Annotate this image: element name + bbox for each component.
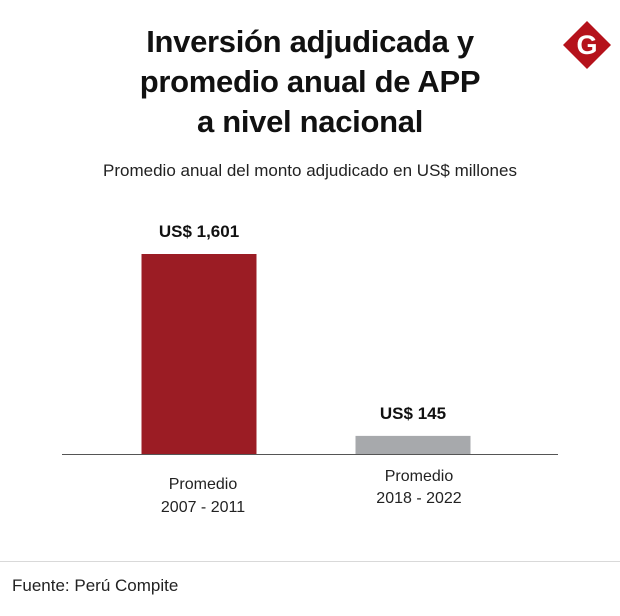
x-tick-label-1-line-2: 2007 - 2011 (161, 499, 245, 516)
footer-divider (0, 561, 620, 562)
gestion-logo-icon: G (563, 21, 611, 69)
chart-title-line-3: a nivel nacional (196, 104, 424, 139)
bar-2 (355, 435, 471, 454)
x-tick-label-2-line-1: Promedio (385, 468, 454, 485)
logo-diamond (563, 21, 611, 69)
logo-letter: G (576, 30, 597, 60)
chart-subtitle: Promedio anual del monto adjudicado en U… (103, 161, 517, 180)
chart-title-line-1: Inversión adjudicada y (146, 24, 474, 59)
source-note: Fuente: Perú Compite (12, 576, 179, 595)
bar-1 (141, 254, 257, 454)
bar-chart: US$ 1,601 US$ 145 Promedio 2007 - 2011 Prome… (62, 222, 558, 516)
chart-title-line-2: promedio anual de APP (139, 64, 481, 99)
x-tick-label-2-line-2: 2018 - 2022 (376, 490, 462, 507)
bar-value-label-1: US$ 1,601 (159, 222, 239, 241)
chart-title: Inversión adjudicada y promedio anual de… (60, 22, 560, 142)
x-tick-label-1-line-1: Promedio (169, 476, 238, 493)
bar-value-label-2: US$ 145 (380, 404, 446, 423)
